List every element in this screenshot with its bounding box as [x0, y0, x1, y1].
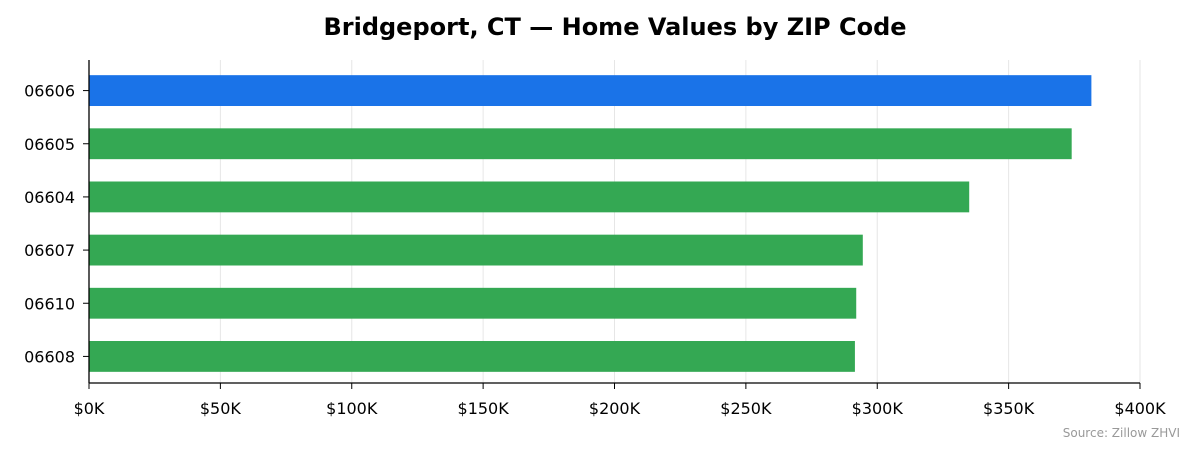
y-tick-label: 06606 — [24, 82, 75, 101]
chart-title: Bridgeport, CT — Home Values by ZIP Code — [323, 13, 906, 41]
y-tick-label: 06605 — [24, 135, 75, 154]
y-tick-label: 06607 — [24, 241, 75, 260]
y-tick-label: 06608 — [24, 347, 75, 366]
bar-06606 — [89, 75, 1092, 107]
bar-06607 — [89, 234, 863, 266]
x-tick-label: $50K — [200, 399, 242, 418]
x-tick-label: $0K — [74, 399, 105, 418]
x-tick-label: $200K — [589, 399, 641, 418]
bar-06610 — [89, 287, 857, 319]
grid-layer — [219, 60, 1141, 383]
x-tick-label: $300K — [852, 399, 904, 418]
x-tick-label: $150K — [458, 399, 510, 418]
source-note: Source: Zillow ZHVI — [1063, 426, 1180, 440]
x-tick-label: $400K — [1114, 399, 1166, 418]
axis-layer: $0K $50K $100K $150K $200K $250K $300K $350K $40… — [24, 60, 1166, 418]
x-tick-label: $100K — [326, 399, 378, 418]
y-tick-label: 06610 — [24, 294, 75, 313]
bar-06605 — [89, 128, 1072, 160]
x-tick-label: $250K — [720, 399, 772, 418]
x-tick-label: $350K — [983, 399, 1035, 418]
y-tick-label: 06604 — [24, 188, 75, 207]
bar-06608 — [89, 340, 855, 372]
bar-06604 — [89, 181, 970, 213]
bar-layer — [89, 75, 1092, 372]
